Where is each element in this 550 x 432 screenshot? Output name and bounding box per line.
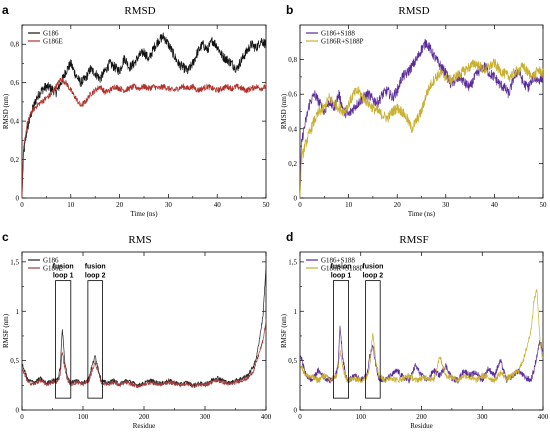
chart-panel-a: a RMSD 0 10 20 30 40 50 0 0,2 0,4 0,6 0,8 Time (ns) RM…: [2, 3, 270, 218]
y-tick-label: 1: [294, 308, 298, 316]
panel-letter: d: [286, 230, 293, 244]
y-tick-label: 0: [294, 407, 298, 415]
x-tick-label: 20: [116, 201, 124, 209]
series-line-1: [21, 77, 267, 199]
annotation-label-line1: fusion: [362, 264, 383, 271]
x-tick-label: 400: [538, 413, 549, 421]
x-tick-label: 30: [165, 201, 173, 209]
y-tick-label: 1,5: [10, 258, 19, 266]
x-axis-label: Residue: [133, 422, 156, 430]
y-tick-label: 0,2: [10, 156, 19, 164]
x-tick-label: 40: [214, 201, 222, 209]
panel-letter: c: [2, 230, 9, 244]
x-axis-label: Time (ns): [408, 210, 436, 218]
annotation-label-line2: loop 2: [85, 273, 106, 280]
x-tick-label: 10: [67, 201, 75, 209]
y-tick-label: 0,5: [288, 357, 297, 365]
y-tick-label: 0,2: [288, 160, 297, 168]
x-tick-label: 20: [394, 201, 402, 209]
chart-panel-c: c RMS 0 100 200 300 400 0 0,5 1 1,5 Residue RMSF (nm…: [2, 230, 272, 430]
y-tick-label: 0,5: [10, 357, 19, 365]
legend-label: G186+S188: [321, 257, 355, 265]
chart-title: RMSD: [124, 5, 155, 17]
panel-letter: b: [286, 3, 293, 17]
y-tick-label: 0,4: [288, 125, 297, 133]
fusion-loop-box: [365, 280, 381, 399]
x-tick-label: 30: [442, 201, 450, 209]
x-tick-label: 200: [416, 413, 427, 421]
x-tick-label: 200: [139, 413, 150, 421]
legend-label: G186: [43, 257, 59, 265]
legend-label: G186: [43, 30, 59, 38]
y-axis-label: RMSD (nm): [2, 93, 10, 129]
chart-title: RMSD: [398, 5, 429, 17]
y-tick-label: 0: [16, 407, 20, 415]
y-axis-label: RMSF (nm): [2, 313, 10, 348]
x-tick-label: 400: [261, 413, 272, 421]
series-line-0: [299, 38, 544, 199]
series-line-0: [21, 32, 267, 199]
annotation-label-line2: loop 1: [53, 273, 74, 280]
chart-title: RMSF: [399, 234, 428, 246]
y-tick-label: 0,6: [288, 91, 297, 99]
y-tick-label: 0,8: [288, 56, 297, 64]
series-line-1: [299, 58, 544, 199]
y-tick-label: 1,5: [288, 258, 297, 266]
y-tick-label: 0: [294, 195, 298, 203]
chart-panel-d: d RMSF 0 100 200 300 400 0 0,5 1 1,5 Residue RMSF (n…: [280, 230, 549, 430]
annotation-label-line1: fusion: [331, 264, 352, 271]
y-tick-label: 0,4: [10, 118, 19, 126]
x-axis-label: Residue: [410, 422, 433, 430]
x-tick-label: 100: [78, 413, 89, 421]
y-tick-label: 0,6: [10, 79, 19, 87]
series-line-1: [21, 319, 267, 389]
fusion-loop-box: [55, 280, 72, 399]
legend-label: G186E: [43, 38, 63, 46]
x-tick-label: 40: [491, 201, 499, 209]
y-tick-label: 1: [16, 308, 20, 316]
x-tick-label: 100: [356, 413, 367, 421]
legend-label: G186R+S188P: [321, 265, 364, 273]
series-line-0: [21, 266, 267, 388]
x-tick-label: 50: [540, 201, 548, 209]
x-tick-label: 0: [20, 201, 24, 209]
fusion-loop-box: [333, 280, 350, 399]
annotation-label-line2: loop 1: [331, 273, 352, 280]
x-axis-label: Time (ns): [130, 210, 158, 218]
legend-label: G186R+S188P: [321, 38, 364, 46]
chart-title: RMS: [128, 234, 151, 246]
x-tick-label: 300: [200, 413, 211, 421]
annotation-label-line2: loop 2: [363, 273, 384, 280]
y-axis-label: RMSD (nm): [280, 93, 288, 129]
legend-label: G186+S188: [321, 30, 355, 38]
x-tick-label: 0: [298, 413, 302, 421]
x-tick-label: 300: [477, 413, 488, 421]
y-tick-label: 0,8: [10, 41, 19, 49]
fusion-loop-box: [87, 280, 103, 399]
x-tick-label: 50: [263, 201, 271, 209]
legend-label: G186E: [43, 265, 63, 273]
panel-letter: a: [2, 3, 9, 17]
x-tick-label: 0: [20, 413, 24, 421]
annotation-label-line1: fusion: [85, 264, 106, 271]
x-tick-label: 10: [345, 201, 353, 209]
y-axis-label: RMSF (nm): [280, 313, 288, 348]
chart-panel-b: b RMSD 0 10 20 30 40 50 0 0,2 0,4 0,6 0,8 Time (ns) RM…: [280, 3, 547, 218]
series-line-1: [299, 288, 544, 384]
y-tick-label: 0: [16, 195, 20, 203]
x-tick-label: 0: [298, 201, 302, 209]
annotation-label-line1: fusion: [53, 264, 74, 271]
